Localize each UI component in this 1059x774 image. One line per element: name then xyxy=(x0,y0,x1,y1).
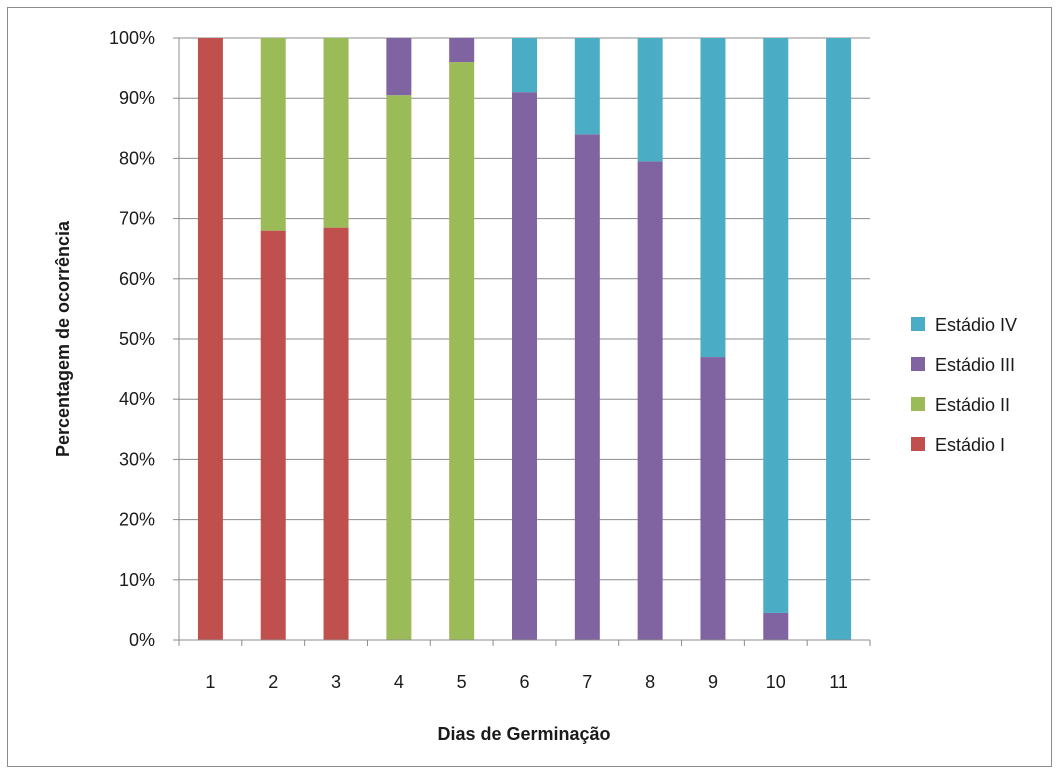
x-tick-labels: 1 2 3 4 5 6 7 8 9 10 11 xyxy=(205,672,848,692)
bar-segment-estadio-ii-day-3 xyxy=(323,38,349,228)
y-axis-title: Percentagem de ocorrência xyxy=(53,220,73,457)
legend-swatch xyxy=(911,437,925,451)
y-tick-label: 30% xyxy=(119,449,155,469)
legend-item: Estádio III xyxy=(911,355,1015,375)
legend-item: Estádio IV xyxy=(911,315,1017,335)
x-axis-title: Dias de Germinação xyxy=(437,724,610,744)
bar-segment-estadio-iv-day-8 xyxy=(637,38,663,162)
x-tick-label: 5 xyxy=(457,672,467,692)
x-tick-label: 7 xyxy=(582,672,592,692)
bar-segment-estadio-iv-day-7 xyxy=(574,38,600,135)
y-tick-label: 70% xyxy=(119,209,155,229)
x-tick-label: 3 xyxy=(331,672,341,692)
bar-segment-estadio-i-day-3 xyxy=(323,227,349,640)
y-tick-label: 20% xyxy=(119,510,155,530)
x-tick-label: 2 xyxy=(268,672,278,692)
legend-swatch xyxy=(911,357,925,371)
x-tick-label: 11 xyxy=(829,672,848,692)
y-tick-label: 80% xyxy=(119,148,155,168)
legend-item: Estádio I xyxy=(911,435,1005,455)
legend-label: Estádio III xyxy=(935,355,1015,375)
bar-segment-estadio-iii-day-10 xyxy=(763,612,789,640)
axes xyxy=(173,37,871,646)
bar-segment-estadio-ii-day-4 xyxy=(386,95,412,640)
bar-segment-estadio-i-day-1 xyxy=(197,38,223,640)
bar-segment-estadio-iii-day-9 xyxy=(700,357,726,640)
x-tick-label: 1 xyxy=(205,672,215,692)
bar-segment-estadio-iii-day-8 xyxy=(637,161,663,640)
y-tick-label: 50% xyxy=(119,329,155,349)
x-tick-label: 10 xyxy=(766,672,786,692)
bar-segment-estadio-i-day-2 xyxy=(260,230,286,640)
legend-item: Estádio II xyxy=(911,395,1010,415)
x-tick-label: 4 xyxy=(394,672,404,692)
bar-segment-estadio-iii-day-6 xyxy=(512,92,537,641)
bar-segment-estadio-iv-day-6 xyxy=(512,38,537,93)
legend-label: Estádio IV xyxy=(935,315,1017,335)
bar-segment-estadio-iv-day-10 xyxy=(763,38,789,613)
x-tick-label: 8 xyxy=(645,672,655,692)
bar-segment-estadio-ii-day-5 xyxy=(449,62,475,640)
legend-label: Estádio I xyxy=(935,435,1005,455)
legend-label: Estádio II xyxy=(935,395,1010,415)
y-tick-label: 0% xyxy=(129,630,155,650)
bar-segment-estadio-ii-day-2 xyxy=(260,38,286,231)
bar-segment-estadio-iii-day-7 xyxy=(574,134,600,640)
bar-segment-estadio-iv-day-9 xyxy=(700,38,726,358)
bar-segment-estadio-iii-day-4 xyxy=(386,38,412,96)
y-tick-label: 10% xyxy=(119,570,155,590)
y-tick-label: 100% xyxy=(109,28,155,48)
legend: Estádio IV Estádio III Estádio II Estádio I xyxy=(911,315,1017,455)
legend-swatch xyxy=(911,317,925,331)
bar-segment-estadio-iv-day-11 xyxy=(826,38,852,640)
y-tick-label: 60% xyxy=(119,269,155,289)
bar-segment-estadio-iii-day-5 xyxy=(449,38,475,63)
bars xyxy=(197,38,852,641)
legend-swatch xyxy=(911,397,925,411)
y-tick-labels: 0% 10% 20% 30% 40% 50% 60% 70% 80% 90% 100% xyxy=(109,28,155,650)
x-tick-label: 9 xyxy=(708,672,718,692)
y-tick-label: 90% xyxy=(119,88,155,108)
x-tick-label: 6 xyxy=(519,672,529,692)
y-tick-label: 40% xyxy=(119,389,155,409)
